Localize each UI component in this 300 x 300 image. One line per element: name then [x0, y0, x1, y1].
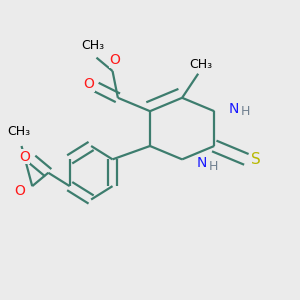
Text: H: H [241, 105, 250, 118]
Text: O: O [19, 150, 30, 164]
Text: N: N [197, 156, 207, 170]
Text: H: H [209, 160, 218, 173]
Text: O: O [109, 53, 120, 67]
Text: N: N [229, 101, 239, 116]
Text: O: O [15, 184, 26, 199]
Text: CH₃: CH₃ [7, 125, 30, 138]
Text: O: O [83, 77, 94, 92]
Text: CH₃: CH₃ [189, 58, 212, 71]
Text: S: S [251, 152, 261, 167]
Text: CH₃: CH₃ [81, 39, 104, 52]
